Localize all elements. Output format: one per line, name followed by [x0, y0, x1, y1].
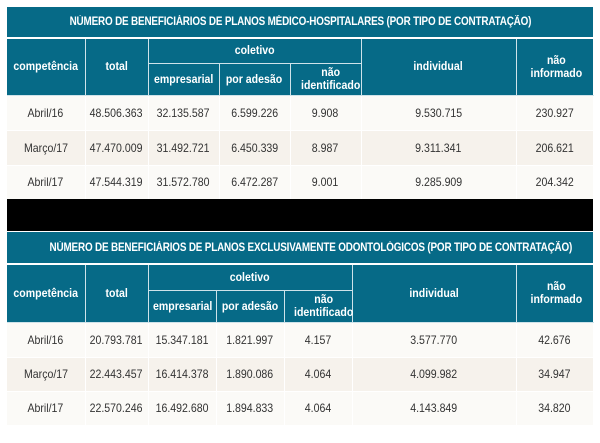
odontologicos-table: NÚMERO DE BENEFICIÁRIOS DE PLANOS EXCLUS…: [7, 232, 594, 426]
cell-empresarial: 16.492.680: [148, 391, 217, 426]
col-header-total: total: [84, 263, 149, 323]
col-header-total: total: [84, 37, 149, 96]
col-header-competencia: competência: [7, 263, 86, 323]
cell-total: 47.470.009: [85, 130, 149, 166]
cell-por-adesao: 1.821.997: [216, 322, 285, 358]
table-title: NÚMERO DE BENEFICIÁRIOS DE PLANOS EXCLUS…: [7, 232, 593, 265]
cell-por-adesao: 1.894.833: [216, 391, 285, 426]
cell-nao-informado: 34.820: [516, 391, 594, 426]
cell-nao-informado: 230.927: [516, 95, 594, 131]
table-row: Março/17 22.443.457 16.414.378 1.890.086…: [7, 357, 594, 392]
cell-nao-informado: 42.676: [516, 322, 594, 358]
cell-competencia: Abril/16: [7, 322, 86, 358]
col-header-individual: individual: [360, 37, 517, 96]
cell-competencia: Abril/17: [7, 391, 86, 426]
col-header-empresarial: empresarial: [148, 62, 220, 96]
col-header-nao-identificado: não identificado: [283, 289, 353, 323]
cell-individual: 9.530.715: [361, 95, 517, 131]
cell-empresarial: 16.414.378: [148, 357, 217, 392]
col-header-empresarial: empresarial: [148, 289, 217, 323]
cell-nao-identificado: 8.987: [290, 130, 362, 166]
medico-hospitalares-table: NÚMERO DE BENEFICIÁRIOS DE PLANOS MÉDICO…: [7, 7, 594, 200]
col-header-coletivo: coletivo: [147, 37, 362, 64]
cell-nao-informado: 34.947: [516, 357, 594, 392]
table-row: Abril/17 22.570.246 16.492.680 1.894.833…: [7, 391, 594, 426]
table-row: Abril/17 47.544.319 31.572.780 6.472.287…: [7, 165, 594, 200]
cell-total: 22.570.246: [85, 391, 149, 426]
col-header-coletivo: coletivo: [147, 263, 353, 291]
col-header-nao-informado: não informado: [515, 37, 594, 96]
cell-nao-identificado: 9.001: [290, 165, 362, 200]
cell-total: 48.506.363: [85, 95, 149, 131]
cell-total: 20.793.781: [85, 322, 149, 358]
col-header-nao-identificado: não identificado: [289, 62, 361, 96]
cell-total: 22.443.457: [85, 357, 149, 392]
cell-por-adesao: 6.599.226: [219, 95, 291, 131]
col-header-individual: individual: [351, 263, 517, 323]
cell-nao-informado: 204.342: [516, 165, 594, 200]
cell-total: 47.544.319: [85, 165, 149, 200]
table-row: Abril/16 20.793.781 15.347.181 1.821.997…: [7, 322, 594, 358]
cell-nao-identificado: 4.064: [284, 357, 353, 392]
cell-empresarial: 15.347.181: [148, 322, 217, 358]
cell-empresarial: 32.135.587: [148, 95, 220, 131]
cell-por-adesao: 1.890.086: [216, 357, 285, 392]
cell-competencia: Abril/17: [7, 165, 86, 200]
cell-individual: 9.311.341: [361, 130, 517, 166]
col-header-por-adesao: por adesão: [218, 62, 291, 96]
cell-nao-identificado: 4.157: [284, 322, 353, 358]
cell-individual: 4.099.982: [352, 357, 517, 392]
cell-individual: 9.285.909: [361, 165, 517, 200]
table-row: Abril/16 48.506.363 32.135.587 6.599.226…: [7, 95, 594, 131]
cell-individual: 3.577.770: [352, 322, 517, 358]
cell-individual: 4.143.849: [352, 391, 517, 426]
cell-nao-identificado: 9.908: [290, 95, 362, 131]
cell-empresarial: 31.492.721: [148, 130, 220, 166]
cell-por-adesao: 6.472.287: [219, 165, 291, 200]
table-row: Março/17 47.470.009 31.492.721 6.450.339…: [7, 130, 594, 166]
cell-competencia: Março/17: [7, 130, 86, 166]
col-header-por-adesao: por adesão: [215, 289, 285, 323]
cell-por-adesao: 6.450.339: [219, 130, 291, 166]
cell-competencia: Abril/16: [7, 95, 86, 131]
cell-nao-identificado: 4.064: [284, 391, 353, 426]
cell-nao-informado: 206.621: [516, 130, 594, 166]
cell-empresarial: 31.572.780: [148, 165, 220, 200]
cell-competencia: Março/17: [7, 357, 86, 392]
table-title: NÚMERO DE BENEFICIÁRIOS DE PLANOS MÉDICO…: [7, 7, 594, 39]
col-header-competencia: competência: [7, 37, 86, 96]
black-separator-band: [7, 199, 593, 231]
col-header-nao-informado: não informado: [515, 263, 593, 323]
